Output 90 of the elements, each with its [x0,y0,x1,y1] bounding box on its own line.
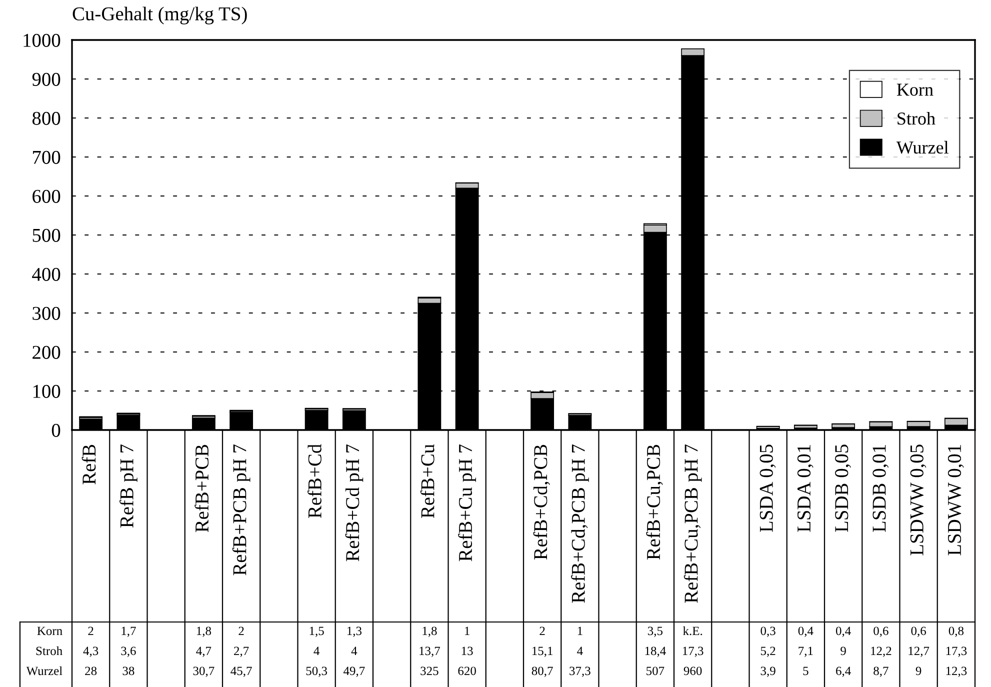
y-tick-label: 300 [32,306,60,320]
x-tick-label: RefB+PCB [194,444,209,532]
x-tick-label: RefB+Cd pH 7 [345,444,364,562]
data-label: 1,8 [422,626,437,637]
data-label: 37,3 [570,666,590,677]
data-label: 1,5 [310,626,324,637]
data-label: 1,7 [122,626,136,637]
text: k.E. [682,626,702,636]
y-tick-label: 0 [52,424,60,437]
data-label: 1 [578,626,582,636]
legend-label: Korn [896,84,934,96]
data-label: 5 [803,666,808,676]
data-label: 7,1 [798,646,813,657]
data-label: 3,5 [648,626,663,637]
y-tick-label: 600 [32,190,60,203]
data-label: 0,4 [836,626,851,637]
data-label: 18,4 [645,646,666,657]
y-tick-label: 1000 [24,34,60,47]
x-tick-label: LSDA 0,05 [760,444,776,532]
text: Korn [37,626,62,636]
x-tick-label: RefB pH 7 [120,444,138,528]
data-label: 4 [351,646,358,656]
data-label: 4 [314,646,320,656]
data-label: 9 [840,646,846,656]
x-tick-label: RefB [82,444,96,484]
data-label: 0,4 [798,626,814,637]
data-label: 1,3 [347,626,362,637]
legend-label: Stroh [898,112,936,125]
data-label: 3,6 [121,646,136,657]
x-tick-label: RefB+Cd,PCB pH 7 [571,444,589,603]
x-tick-label: LSDWW 0,05 [910,444,926,556]
x-tick-label: RefB+Cu,PCB [646,444,663,560]
data-label: 960 [684,666,702,676]
data-label: 45,7 [230,666,252,677]
data-label: 1,8 [196,626,212,637]
data-label: 15,1 [532,646,552,657]
y-tick-label: 200 [32,346,60,359]
text: Stroh [36,646,62,656]
data-label: 325 [420,666,438,676]
data-label: 4,7 [196,646,212,657]
x-tick-label: RefB+PCB pH 7 [232,444,250,576]
x-tick-label: RefB+Cu,PCB pH 7 [684,444,702,603]
data-label: 17,3 [682,646,704,657]
y-tick-label: 800 [32,112,60,125]
data-label: 507 [646,666,664,676]
y-axis-title: Cu-Gehalt (mg/kg TS) [72,6,247,24]
data-label: 620 [458,666,476,676]
data-label: 3,9 [760,666,776,677]
x-tick-label: LSDB 0,05 [835,444,851,532]
data-label: 4 [577,646,583,656]
data-label: 0,6 [874,626,888,637]
data-label: 13,7 [420,646,440,657]
data-label: 5,2 [760,646,776,657]
x-tick-label: RefB+Cd,PCB [533,444,550,560]
x-tick-label: LSDB 0,01 [872,445,889,532]
data-label: 13 [462,646,473,656]
data-label: 8,7 [874,666,888,677]
y-tick-label: 500 [32,228,60,242]
data-label: 2 [540,626,545,636]
data-label: 6,4 [836,666,851,677]
data-label: 17,3 [946,646,967,657]
x-tick-label: LSDA 0,01 [797,445,814,532]
data-label: 2 [238,626,244,636]
data-label: 49,7 [343,666,365,677]
data-label: 50,3 [306,666,328,677]
y-tick-label: 700 [33,150,60,164]
data-label: 4,3 [83,646,98,657]
data-label: 0,8 [948,626,964,637]
x-tick-label: RefB+Cu pH 7 [458,444,476,562]
data-label: 12,3 [946,666,967,677]
data-label: 38 [122,666,134,676]
data-label: 2,7 [234,646,249,657]
y-tick-label: 100 [33,384,60,398]
y-tick-label: 900 [32,72,60,86]
x-tick-label: LSDWW 0,01 [948,445,964,556]
legend-label: Wurzel [896,140,948,154]
data-label: 0,6 [911,626,926,637]
x-tick-label: RefB+Cu [420,444,434,518]
data-label: 0,3 [760,626,776,637]
x-tick-label: RefB+Cd [308,444,322,518]
data-label: 12,7 [908,646,930,657]
data-label: 9 [916,666,922,676]
data-label: 30,7 [193,666,214,677]
data-label: 12,2 [871,646,892,657]
data-label: 80,7 [532,666,553,677]
text: Wurzel [26,666,62,676]
data-label: 1 [465,626,470,636]
y-tick-label: 400 [32,268,60,281]
data-label: 28 [85,666,97,676]
data-label: 2 [88,626,94,636]
